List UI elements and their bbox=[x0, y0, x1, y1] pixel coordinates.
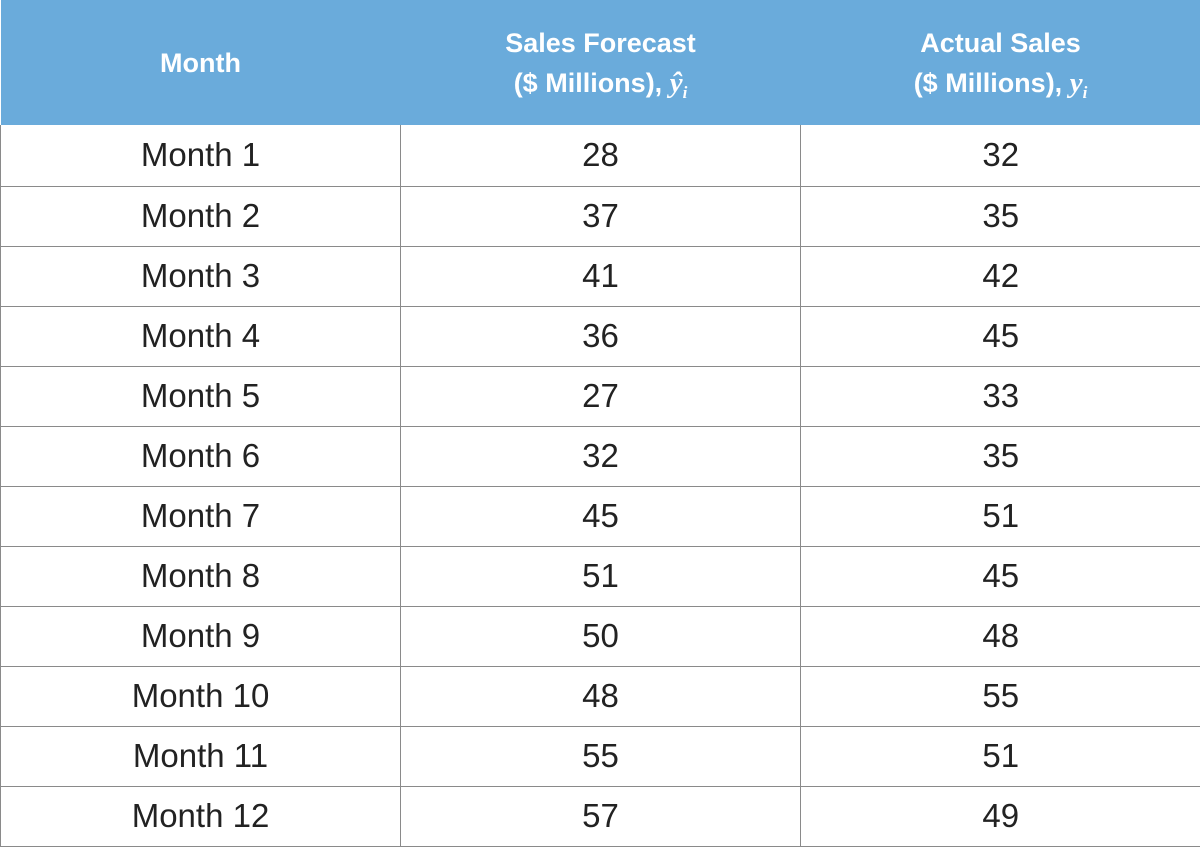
cell-actual: 45 bbox=[800, 545, 1200, 607]
cell-month: Month 11 bbox=[0, 725, 401, 787]
table-body: Month 1 28 32 Month 2 37 35 Month 3 41 42 Month 4… bbox=[0, 125, 1200, 847]
cell-forecast: 55 bbox=[400, 725, 801, 787]
cell-actual: 49 bbox=[800, 785, 1200, 847]
table-row: Month 7 45 51 bbox=[0, 485, 1200, 547]
cell-month: Month 10 bbox=[0, 665, 401, 727]
cell-forecast: 48 bbox=[400, 665, 801, 727]
cell-actual: 55 bbox=[800, 665, 1200, 727]
header-actual-sales: Actual Sales ($ Millions), yi bbox=[800, 0, 1200, 125]
table-row: Month 1 28 32 bbox=[0, 125, 1200, 187]
header-month: Month bbox=[0, 0, 401, 125]
cell-month: Month 6 bbox=[0, 425, 401, 487]
cell-actual: 51 bbox=[800, 485, 1200, 547]
header-forecast-line1: Sales Forecast bbox=[505, 27, 696, 58]
header-forecast-line2-wrap: ($ Millions), ŷi bbox=[401, 63, 801, 103]
table-row: Month 6 32 35 bbox=[0, 425, 1200, 487]
table-header: Month Sales Forecast ($ Millions), ŷi Ac… bbox=[0, 0, 1200, 125]
cell-month: Month 8 bbox=[0, 545, 401, 607]
actual-symbol-letter: y bbox=[1069, 66, 1083, 99]
table-row: Month 10 48 55 bbox=[0, 665, 1200, 727]
cell-actual: 45 bbox=[800, 305, 1200, 367]
header-row: Month Sales Forecast ($ Millions), ŷi Ac… bbox=[0, 0, 1200, 125]
cell-month: Month 3 bbox=[0, 245, 401, 307]
header-forecast-line2: ($ Millions), bbox=[513, 67, 663, 98]
cell-actual: 48 bbox=[800, 605, 1200, 667]
cell-actual: 42 bbox=[800, 245, 1200, 307]
cell-forecast: 50 bbox=[400, 605, 801, 667]
forecast-symbol: ŷi bbox=[669, 66, 688, 102]
cell-month: Month 1 bbox=[0, 125, 401, 187]
cell-month: Month 5 bbox=[0, 365, 401, 427]
header-month-label: Month bbox=[160, 47, 241, 78]
actual-symbol-subscript: i bbox=[1082, 82, 1088, 102]
cell-month: Month 7 bbox=[0, 485, 401, 547]
header-actual-line2: ($ Millions), bbox=[913, 67, 1063, 98]
cell-actual: 33 bbox=[800, 365, 1200, 427]
cell-month: Month 2 bbox=[0, 185, 401, 247]
cell-forecast: 57 bbox=[400, 785, 801, 847]
table-row: Month 2 37 35 bbox=[0, 185, 1200, 247]
header-actual-line2-wrap: ($ Millions), yi bbox=[801, 63, 1200, 103]
cell-actual: 32 bbox=[800, 125, 1200, 187]
cell-forecast: 32 bbox=[400, 425, 801, 487]
cell-forecast: 51 bbox=[400, 545, 801, 607]
actual-symbol: yi bbox=[1069, 66, 1088, 102]
table-row: Month 12 57 49 bbox=[0, 785, 1200, 847]
cell-forecast: 36 bbox=[400, 305, 801, 367]
table-row: Month 4 36 45 bbox=[0, 305, 1200, 367]
header-actual-line1: Actual Sales bbox=[920, 27, 1081, 58]
table-row: Month 9 50 48 bbox=[0, 605, 1200, 667]
cell-forecast: 27 bbox=[400, 365, 801, 427]
cell-forecast: 37 bbox=[400, 185, 801, 247]
cell-actual: 35 bbox=[800, 185, 1200, 247]
cell-forecast: 45 bbox=[400, 485, 801, 547]
forecast-symbol-letter: ŷ bbox=[669, 66, 683, 99]
cell-forecast: 28 bbox=[400, 125, 801, 187]
cell-month: Month 12 bbox=[0, 785, 401, 847]
table-row: Month 11 55 51 bbox=[0, 725, 1200, 787]
forecast-symbol-subscript: i bbox=[682, 82, 688, 102]
header-sales-forecast: Sales Forecast ($ Millions), ŷi bbox=[400, 0, 801, 125]
cell-actual: 51 bbox=[800, 725, 1200, 787]
cell-month: Month 9 bbox=[0, 605, 401, 667]
cell-forecast: 41 bbox=[400, 245, 801, 307]
table-row: Month 8 51 45 bbox=[0, 545, 1200, 607]
table-row: Month 5 27 33 bbox=[0, 365, 1200, 427]
table-row: Month 3 41 42 bbox=[0, 245, 1200, 307]
cell-actual: 35 bbox=[800, 425, 1200, 487]
cell-month: Month 4 bbox=[0, 305, 401, 367]
